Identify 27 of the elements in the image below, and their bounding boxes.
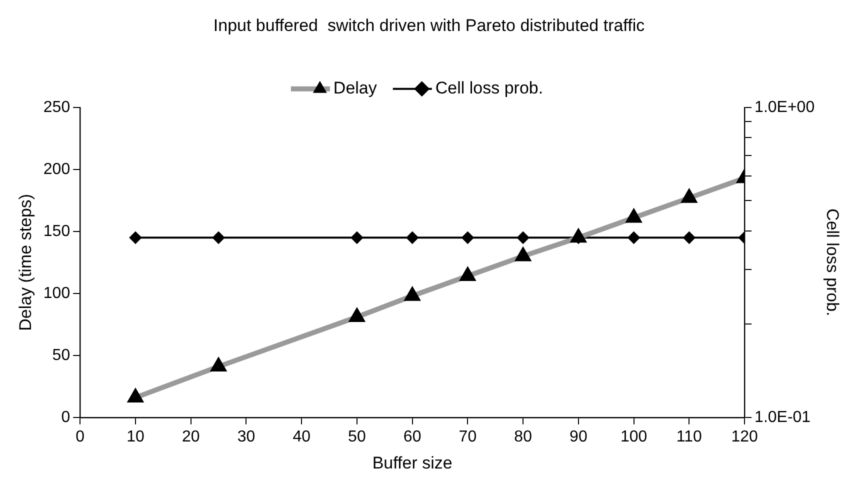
y-tick-label: 150 [43,222,70,240]
y2-tick-label: 1.0E-01 [754,408,811,426]
x-tick-label: 110 [676,428,702,446]
x-tick-label: 90 [570,428,588,446]
x-tick-label: 10 [126,428,144,446]
y2-axis-title: Cell loss prob. [823,208,842,316]
legend-label: Cell loss prob. [435,78,544,98]
x-tick-label: 0 [76,428,85,446]
x-tick-label: 60 [403,428,422,446]
x-tick-label: 40 [292,428,311,446]
y-axis-title: Delay (time steps) [16,194,35,331]
y-tick-label: 0 [61,408,70,426]
y-tick-label: 50 [52,346,70,364]
x-tick-label: 30 [237,428,256,446]
x-tick-label: 80 [514,428,532,446]
x-axis-title: Buffer size [372,453,452,472]
y-tick-label: 100 [43,284,70,302]
chart-title: Input buffered switch driven with Pareto distributed traffic [213,16,646,35]
x-tick-label: 120 [731,428,758,446]
y2-tick-label: 1.0E+00 [754,98,815,116]
x-tick-label: 100 [620,428,648,446]
y-tick-label: 250 [43,98,70,116]
y-tick-label: 200 [43,160,70,178]
x-tick-label: 50 [348,428,366,446]
legend-label: Delay [333,78,378,98]
x-tick-label: 70 [458,428,477,446]
x-tick-label: 20 [182,428,200,446]
